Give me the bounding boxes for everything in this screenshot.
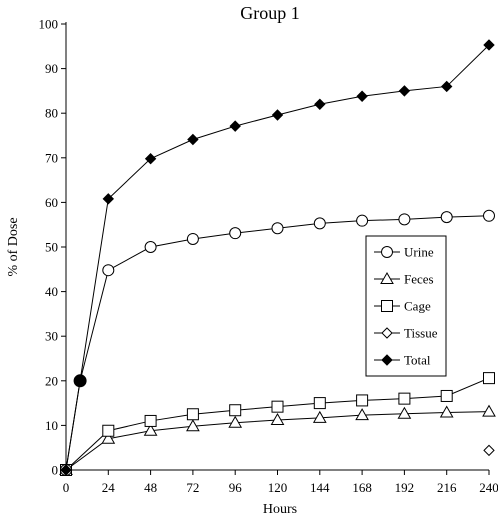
x-tick-label: 168 bbox=[352, 480, 372, 495]
data-point-total bbox=[74, 375, 86, 387]
data-point-tissue bbox=[484, 445, 494, 455]
series-feces bbox=[60, 406, 495, 475]
legend-label-tissue: Tissue bbox=[404, 326, 438, 341]
y-axis-label: % of Dose bbox=[6, 217, 21, 276]
x-tick-label: 72 bbox=[186, 480, 199, 495]
data-point-urine bbox=[272, 223, 283, 234]
data-point-cage bbox=[399, 393, 410, 404]
y-tick-label: 70 bbox=[45, 150, 58, 165]
y-tick-label: 30 bbox=[45, 329, 58, 344]
x-axis-label: Hours bbox=[263, 502, 297, 517]
x-tick-label: 96 bbox=[229, 480, 243, 495]
data-point-urine bbox=[441, 212, 452, 223]
legend: Urine Feces Cage Tissue Total bbox=[366, 236, 446, 376]
legend-label-feces: Feces bbox=[404, 272, 434, 287]
y-tick-label: 80 bbox=[45, 106, 58, 121]
x-tick-label: 120 bbox=[268, 480, 288, 495]
data-point-cage bbox=[103, 425, 114, 436]
data-point-total bbox=[357, 91, 367, 101]
y-tick-label: 50 bbox=[45, 240, 58, 255]
legend-marker-urine bbox=[382, 247, 393, 258]
x-tick-label: 144 bbox=[310, 480, 330, 495]
data-point-cage bbox=[272, 401, 283, 412]
data-point-urine bbox=[103, 265, 114, 276]
data-point-total bbox=[399, 86, 409, 96]
data-point-urine bbox=[484, 210, 495, 221]
data-point-feces bbox=[356, 409, 368, 420]
data-point-cage bbox=[145, 415, 156, 426]
data-point-cage bbox=[230, 405, 241, 416]
data-point-urine bbox=[314, 218, 325, 229]
data-point-total bbox=[230, 121, 240, 131]
legend-label-total: Total bbox=[404, 353, 431, 368]
data-point-urine bbox=[357, 215, 368, 226]
data-point-feces bbox=[272, 414, 284, 425]
data-point-total bbox=[315, 99, 325, 109]
y-tick-label: 20 bbox=[45, 373, 58, 388]
data-point-cage bbox=[357, 395, 368, 406]
data-point-urine bbox=[145, 242, 156, 253]
data-point-feces bbox=[441, 406, 453, 417]
y-tick-label: 60 bbox=[45, 195, 58, 210]
chart-title: Group 1 bbox=[240, 3, 300, 23]
x-tick-label: 192 bbox=[395, 480, 415, 495]
data-point-feces bbox=[483, 406, 495, 417]
y-tick-label: 90 bbox=[45, 61, 58, 76]
legend-marker-cage bbox=[382, 301, 393, 312]
legend-label-cage: Cage bbox=[404, 299, 431, 314]
y-tick-label: 100 bbox=[39, 17, 59, 32]
x-tick-label: 216 bbox=[437, 480, 457, 495]
data-point-cage bbox=[314, 398, 325, 409]
y-tick-label: 10 bbox=[45, 418, 58, 433]
data-point-urine bbox=[230, 228, 241, 239]
data-point-urine bbox=[187, 233, 198, 244]
data-point-feces bbox=[398, 408, 410, 419]
legend-label-urine: Urine bbox=[404, 245, 434, 260]
y-tick-label: 0 bbox=[52, 463, 59, 478]
data-point-urine bbox=[399, 214, 410, 225]
data-point-total bbox=[273, 110, 283, 120]
x-tick-label: 240 bbox=[479, 480, 498, 495]
data-point-cage bbox=[484, 373, 495, 384]
data-point-cage bbox=[187, 409, 198, 420]
x-tick-label: 48 bbox=[144, 480, 157, 495]
data-point-total bbox=[188, 135, 198, 145]
y-tick-label: 40 bbox=[45, 284, 58, 299]
x-tick-label: 0 bbox=[63, 480, 70, 495]
x-tick-label: 24 bbox=[102, 480, 116, 495]
data-point-cage bbox=[441, 390, 452, 401]
series-tissue bbox=[484, 445, 494, 455]
